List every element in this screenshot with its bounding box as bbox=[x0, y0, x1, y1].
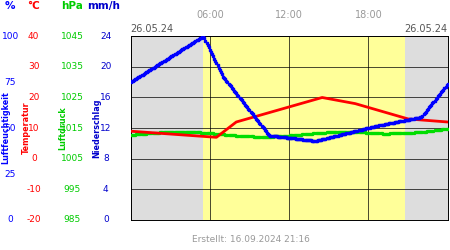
Text: 995: 995 bbox=[63, 185, 81, 194]
Text: Luftdruck: Luftdruck bbox=[58, 106, 68, 150]
Text: 50: 50 bbox=[4, 124, 16, 132]
Bar bbox=[405, 36, 448, 220]
Text: 06:00: 06:00 bbox=[196, 10, 224, 20]
Text: -10: -10 bbox=[27, 185, 41, 194]
Text: 12:00: 12:00 bbox=[275, 10, 303, 20]
Text: 1015: 1015 bbox=[60, 124, 84, 132]
Text: 18:00: 18:00 bbox=[355, 10, 382, 20]
Bar bbox=[203, 36, 405, 220]
Text: 8: 8 bbox=[103, 154, 108, 163]
Text: 1045: 1045 bbox=[61, 32, 83, 41]
Text: 75: 75 bbox=[4, 78, 16, 87]
Text: 26.05.24: 26.05.24 bbox=[405, 24, 448, 34]
Text: 985: 985 bbox=[63, 216, 81, 224]
Text: 16: 16 bbox=[100, 93, 112, 102]
Text: °C: °C bbox=[27, 1, 40, 11]
Text: 24: 24 bbox=[100, 32, 112, 41]
Text: 20: 20 bbox=[100, 62, 112, 72]
Text: Erstellt: 16.09.2024 21:16: Erstellt: 16.09.2024 21:16 bbox=[192, 235, 310, 244]
Text: 0: 0 bbox=[31, 154, 36, 163]
Text: -20: -20 bbox=[27, 216, 41, 224]
Text: 20: 20 bbox=[28, 93, 40, 102]
Text: 1025: 1025 bbox=[61, 93, 83, 102]
Text: Temperatur: Temperatur bbox=[22, 102, 31, 154]
Text: 1005: 1005 bbox=[60, 154, 84, 163]
Bar bbox=[130, 36, 203, 220]
Text: 30: 30 bbox=[28, 62, 40, 72]
Text: 100: 100 bbox=[2, 32, 19, 41]
Text: Niederschlag: Niederschlag bbox=[92, 98, 101, 158]
Text: 0: 0 bbox=[103, 216, 108, 224]
Text: 12: 12 bbox=[100, 124, 112, 132]
Text: 10: 10 bbox=[28, 124, 40, 132]
Text: 26.05.24: 26.05.24 bbox=[130, 24, 174, 34]
Text: mm/h: mm/h bbox=[87, 1, 120, 11]
Text: Luftfeuchtigkeit: Luftfeuchtigkeit bbox=[1, 92, 10, 164]
Text: %: % bbox=[5, 1, 16, 11]
Text: 4: 4 bbox=[103, 185, 108, 194]
Text: 0: 0 bbox=[8, 216, 13, 224]
Text: 40: 40 bbox=[28, 32, 40, 41]
Text: hPa: hPa bbox=[61, 1, 83, 11]
Text: 25: 25 bbox=[4, 170, 16, 178]
Text: 1035: 1035 bbox=[60, 62, 84, 72]
